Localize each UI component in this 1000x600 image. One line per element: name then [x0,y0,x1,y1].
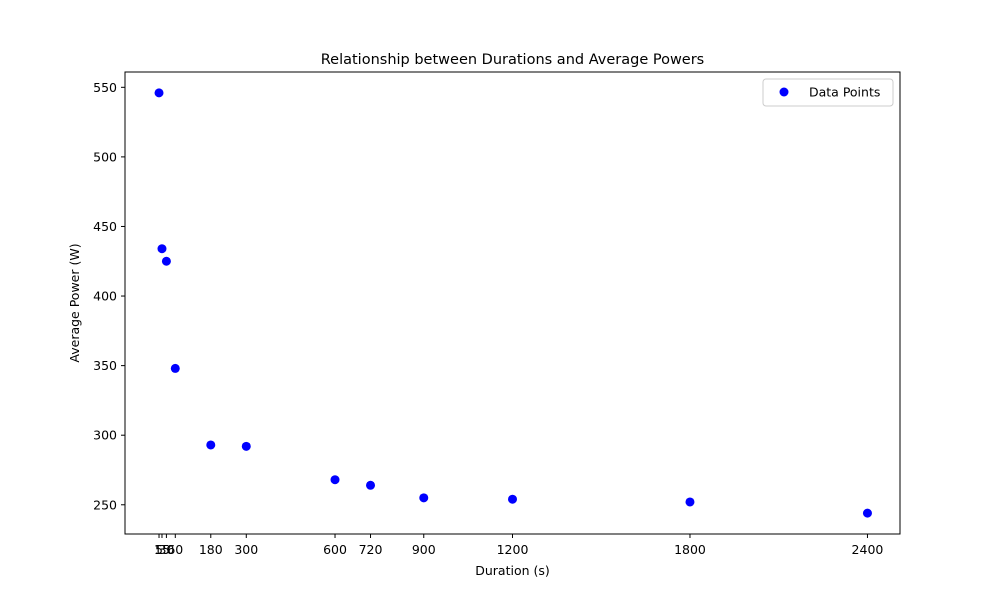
x-tick-label: 600 [323,542,347,557]
y-tick-label: 500 [93,149,117,164]
data-point [862,508,872,518]
y-axis-ticks: 250 300 350 400 450 500 550 [93,80,125,512]
y-tick-label: 300 [93,428,117,443]
data-point [330,475,340,485]
y-tick-label: 550 [93,80,117,95]
y-tick-label: 350 [93,358,117,373]
plot-area [125,72,900,534]
legend-marker [779,87,789,97]
legend-label: Data Points [809,85,880,100]
plot-frame [124,71,901,535]
data-point [161,256,171,266]
x-axis-label: Duration (s) [475,563,550,578]
chart-title: Relationship between Durations and Avera… [321,52,705,68]
legend: Data Points [762,78,894,107]
x-tick-label: 900 [412,542,436,557]
x-tick-label: 60 [167,542,183,557]
x-tick-label: 1200 [497,542,529,557]
x-tick-label: 180 [199,542,223,557]
data-points-group [154,88,872,518]
x-tick-label: 30 [158,542,174,557]
data-point [241,441,251,451]
y-tick-label: 400 [93,289,117,304]
x-tick-label: 5 [155,542,163,557]
data-point [154,88,164,98]
x-tick-label: 300 [234,542,258,557]
x-tick-label: 15 [154,542,170,557]
data-point [170,363,180,373]
data-point [157,244,167,254]
legend-box [762,78,894,107]
y-tick-label: 250 [93,497,117,512]
data-point [206,440,216,450]
data-point [419,493,429,503]
y-axis-label: Average Power (W) [67,243,82,362]
data-point [366,480,376,490]
x-tick-label: 2400 [852,542,884,557]
x-tick-label: 1800 [674,542,706,557]
data-point [508,494,517,504]
data-point [685,497,695,507]
x-tick-label: 720 [359,542,383,557]
y-tick-label: 450 [93,219,117,234]
